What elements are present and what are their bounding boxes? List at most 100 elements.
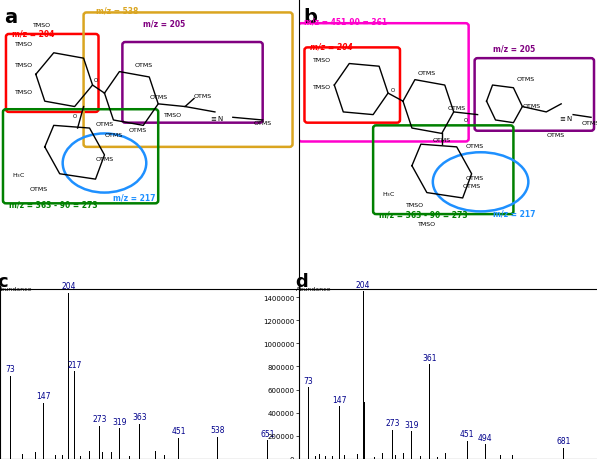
Bar (500, 455, 501, 459)
Bar (35, 452, 36, 459)
Bar (420, 456, 421, 459)
Text: a: a (5, 8, 17, 27)
Text: b: b (303, 8, 317, 27)
Text: 451: 451 (460, 429, 475, 438)
Text: m/z = 451-90 = 361: m/z = 451-90 = 361 (304, 17, 387, 26)
Text: 451: 451 (171, 426, 186, 436)
Text: $\equiv$N: $\equiv$N (209, 114, 224, 123)
Bar (411, 431, 412, 459)
Bar (217, 437, 218, 459)
Bar (325, 456, 326, 459)
Bar (339, 407, 340, 459)
Bar (315, 456, 316, 459)
Text: O: O (390, 88, 395, 93)
Text: m/z = 538: m/z = 538 (96, 6, 138, 16)
Text: TMSO: TMSO (313, 84, 331, 90)
Text: OTMS: OTMS (254, 121, 272, 126)
Text: m/z = 204: m/z = 204 (310, 43, 353, 51)
Bar (437, 457, 438, 459)
Text: OTMS: OTMS (104, 133, 122, 138)
Text: m/z = 217: m/z = 217 (113, 193, 156, 202)
Bar (119, 428, 120, 459)
Text: 147: 147 (36, 392, 51, 401)
Text: O: O (93, 78, 98, 83)
Text: 273: 273 (92, 414, 107, 423)
Text: TMSO: TMSO (15, 90, 33, 95)
Text: 204: 204 (356, 280, 371, 289)
Bar (68, 293, 69, 459)
Text: 204: 204 (61, 281, 76, 291)
Bar (102, 453, 103, 459)
Text: OTMS: OTMS (30, 186, 48, 191)
Bar (164, 455, 165, 459)
Text: OTMS: OTMS (418, 71, 436, 76)
Bar (111, 452, 112, 459)
Bar (332, 456, 333, 459)
Text: c: c (0, 272, 8, 290)
Text: OTMS: OTMS (463, 184, 481, 189)
Text: OTMS: OTMS (96, 122, 113, 127)
Bar (74, 371, 75, 459)
Text: OTMS: OTMS (194, 94, 212, 99)
Text: O: O (463, 118, 468, 123)
Text: 538: 538 (210, 425, 224, 434)
Text: 319: 319 (404, 420, 419, 429)
Bar (89, 451, 90, 459)
Text: 73: 73 (303, 376, 313, 385)
Text: TMSO: TMSO (15, 63, 33, 68)
Text: H$_3$C: H$_3$C (12, 171, 26, 180)
Text: TMSO: TMSO (33, 23, 51, 28)
Text: m/z = 205: m/z = 205 (493, 44, 535, 53)
Bar (62, 455, 63, 459)
Bar (267, 440, 268, 459)
Text: OTMS: OTMS (134, 63, 152, 68)
Bar (80, 456, 81, 459)
Bar (99, 426, 100, 459)
Text: 681: 681 (556, 436, 571, 445)
Bar (48, 453, 50, 459)
Bar (512, 455, 513, 459)
Text: d: d (296, 272, 308, 290)
Bar (139, 424, 140, 459)
Bar (22, 454, 23, 459)
Bar (129, 456, 130, 459)
Bar (392, 430, 393, 459)
Text: TMSO: TMSO (15, 42, 33, 47)
Bar (344, 455, 345, 459)
Text: 73: 73 (5, 364, 15, 374)
Text: OTMS: OTMS (466, 144, 484, 149)
Text: 363: 363 (132, 412, 147, 421)
Text: OTMS: OTMS (128, 128, 146, 133)
Text: 147: 147 (332, 395, 346, 404)
Bar (155, 451, 156, 459)
Text: OTMS: OTMS (582, 121, 597, 126)
Text: m/z = 363 - 90 = 273: m/z = 363 - 90 = 273 (379, 210, 467, 219)
Text: TMSO: TMSO (313, 58, 331, 63)
Text: TMSO: TMSO (418, 221, 436, 226)
Bar (319, 454, 320, 459)
Bar (363, 291, 364, 459)
Text: OTMS: OTMS (96, 157, 113, 162)
Bar (395, 455, 396, 459)
Text: H$_3$C: H$_3$C (382, 190, 396, 199)
Bar (307, 387, 309, 459)
Text: TMSO: TMSO (164, 113, 182, 118)
Text: m/z = 205: m/z = 205 (143, 20, 186, 29)
Text: 319: 319 (113, 417, 127, 426)
Text: 361: 361 (422, 353, 436, 362)
Bar (382, 453, 383, 459)
Text: 217: 217 (67, 360, 82, 369)
Bar (403, 453, 404, 459)
Text: m/z = 217: m/z = 217 (493, 209, 535, 218)
Text: Abundance: Abundance (296, 286, 331, 291)
Text: OTMS: OTMS (522, 103, 540, 108)
Bar (429, 364, 430, 459)
Bar (445, 453, 446, 459)
Text: m/z = 204: m/z = 204 (12, 29, 54, 38)
Text: OTMS: OTMS (149, 95, 167, 100)
Text: $\equiv$N: $\equiv$N (558, 114, 573, 123)
Text: OTMS: OTMS (546, 133, 564, 138)
Text: O: O (72, 114, 77, 119)
Text: m/z = 363 - 90 = 273: m/z = 363 - 90 = 273 (9, 200, 97, 208)
Text: TMSO: TMSO (406, 202, 424, 207)
